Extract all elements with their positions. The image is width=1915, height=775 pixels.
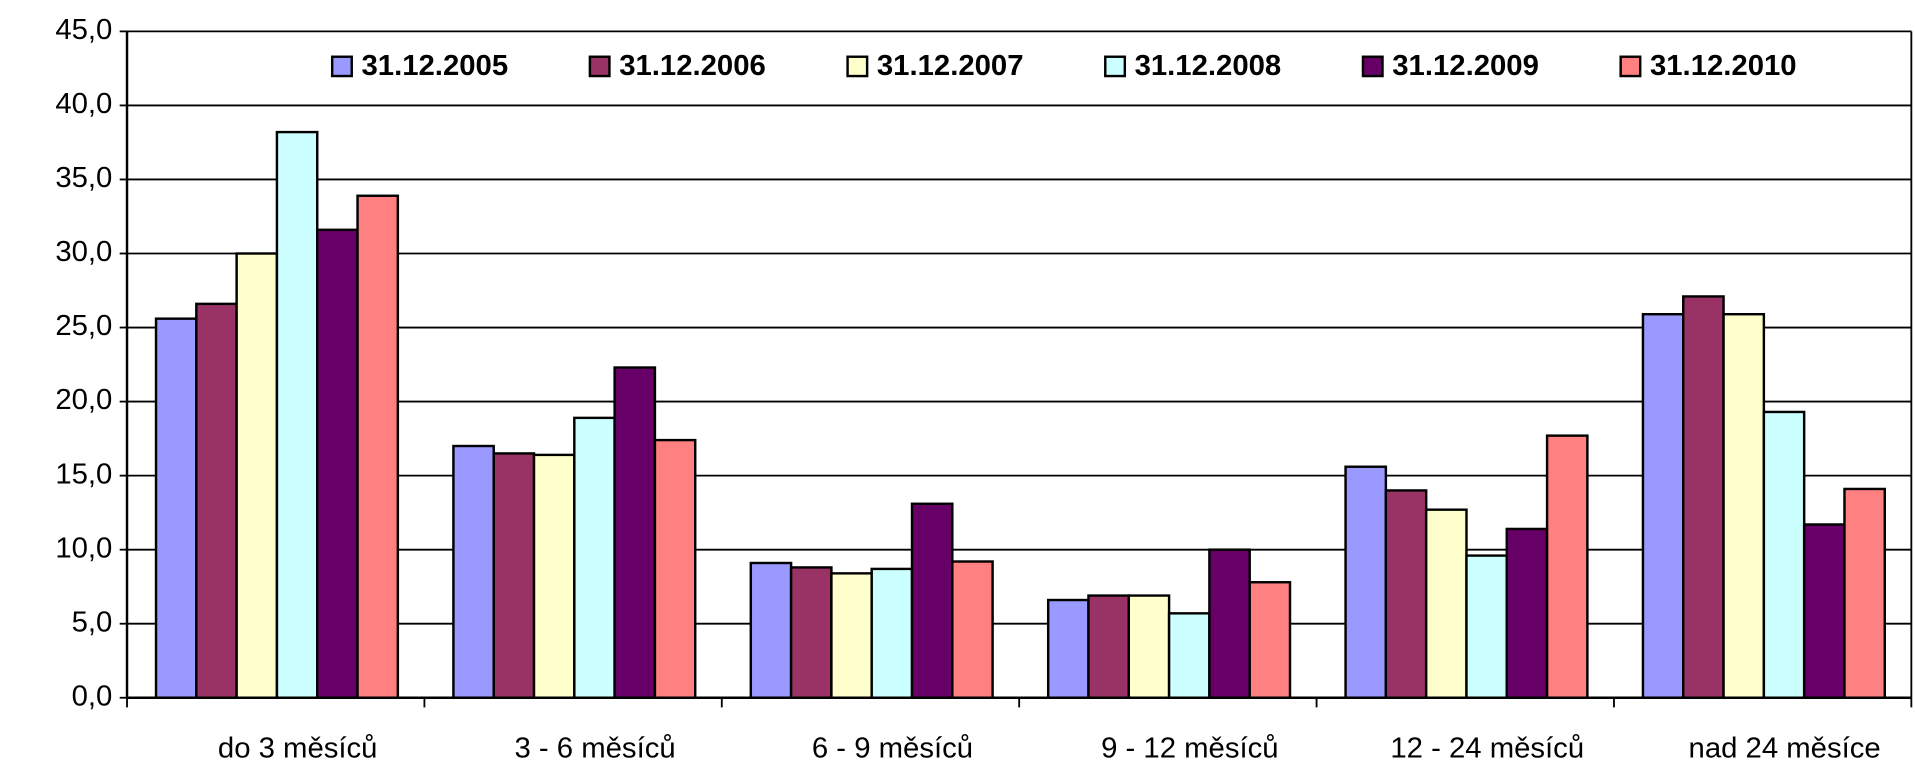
x-tick-label: 12 - 24 měsíců bbox=[1390, 732, 1584, 764]
bar bbox=[1843, 487, 1886, 699]
legend-label: 31.12.2010 bbox=[1650, 50, 1797, 82]
legend-swatch bbox=[846, 55, 869, 78]
x-tick-label: 3 - 6 měsíců bbox=[514, 732, 675, 764]
bar bbox=[653, 438, 697, 699]
bar bbox=[749, 561, 793, 699]
legend-swatch bbox=[1104, 55, 1127, 78]
bar bbox=[1208, 548, 1251, 699]
x-tick-label: 6 - 9 měsíců bbox=[812, 732, 973, 764]
x-tick-label: 9 - 12 měsíců bbox=[1101, 732, 1278, 764]
legend-label: 31.12.2007 bbox=[877, 50, 1024, 82]
bar bbox=[235, 252, 279, 699]
bar bbox=[1087, 594, 1131, 699]
bar bbox=[1424, 508, 1468, 699]
legend-swatch bbox=[1361, 55, 1384, 78]
bar bbox=[910, 502, 954, 699]
y-tick-label: 15,0 bbox=[55, 458, 112, 490]
y-tick-label: 5,0 bbox=[72, 607, 113, 639]
bar bbox=[1722, 313, 1766, 699]
y-tick-label: 35,0 bbox=[55, 162, 112, 194]
bar bbox=[789, 566, 833, 699]
bar bbox=[1505, 527, 1549, 699]
bar bbox=[1545, 434, 1589, 699]
y-tick-label: 45,0 bbox=[55, 14, 112, 46]
bar bbox=[154, 317, 198, 699]
bar bbox=[275, 130, 319, 699]
legend-label: 31.12.2009 bbox=[1392, 50, 1539, 82]
bar bbox=[452, 444, 495, 699]
y-tick-label: 25,0 bbox=[55, 310, 112, 342]
bar bbox=[573, 416, 616, 699]
bar bbox=[195, 302, 238, 699]
bar bbox=[1682, 295, 1725, 699]
y-tick-label: 30,0 bbox=[55, 236, 112, 268]
y-tick-label: 40,0 bbox=[55, 88, 112, 120]
bar bbox=[1762, 410, 1806, 699]
bar bbox=[951, 560, 994, 699]
bar bbox=[1384, 489, 1428, 699]
bar bbox=[316, 228, 359, 699]
legend-swatch bbox=[1619, 55, 1642, 78]
bar bbox=[870, 567, 914, 699]
bar bbox=[1248, 581, 1292, 699]
legend-swatch bbox=[588, 55, 611, 78]
y-tick-label: 20,0 bbox=[55, 384, 112, 416]
x-tick-label: do 3 měsíců bbox=[218, 732, 378, 764]
x-tick-label: nad 24 měsíce bbox=[1689, 732, 1881, 764]
bar bbox=[492, 452, 536, 699]
legend-label: 31.12.2005 bbox=[362, 50, 509, 82]
bar bbox=[1167, 612, 1211, 699]
bar bbox=[613, 366, 657, 699]
bar bbox=[1641, 313, 1685, 699]
bar bbox=[356, 194, 400, 699]
bar bbox=[1046, 598, 1090, 699]
legend-label: 31.12.2008 bbox=[1135, 50, 1282, 82]
bar bbox=[1127, 594, 1171, 699]
y-tick-label: 0,0 bbox=[72, 681, 113, 713]
bar bbox=[830, 572, 873, 699]
bar bbox=[1344, 465, 1388, 699]
bar bbox=[532, 453, 576, 699]
bar bbox=[1465, 554, 1509, 699]
legend-label: 31.12.2006 bbox=[619, 50, 766, 82]
legend-swatch bbox=[330, 55, 353, 78]
y-tick-label: 10,0 bbox=[55, 532, 112, 564]
bar bbox=[1802, 523, 1846, 699]
